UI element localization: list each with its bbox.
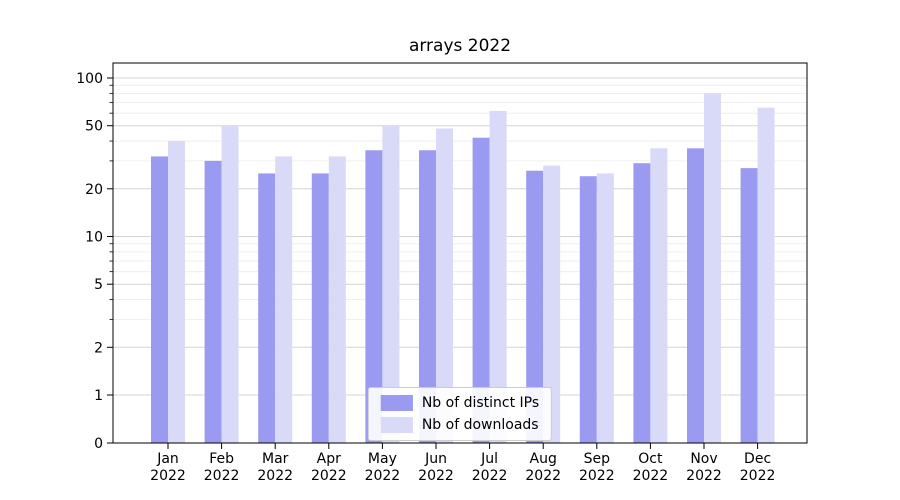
y-tick-label: 0 [94,436,103,452]
bar-downloads [596,173,614,443]
bar-distinct-ips [419,150,436,444]
chart-title: arrays 2022 [408,36,512,56]
x-tick-label-year: 2022 [525,468,561,484]
plot-border [112,62,808,444]
x-tick-label-year: 2022 [365,468,401,484]
y-axis-labels: 0 1 2 5 10 20 50 100 [76,71,103,452]
x-tick-label-month: Apr [317,451,341,467]
bar-downloads [328,156,346,444]
y-tick-label: 10 [85,230,103,246]
bar-distinct-ips [365,150,383,444]
x-tick-label-year: 2022 [472,468,508,484]
y-tick-label: 50 [85,119,103,135]
tick-marks [107,77,759,449]
x-tick-label-month: May [368,451,397,467]
x-tick-label-month: Sep [584,451,611,467]
x-tick-label-year: 2022 [740,468,776,484]
x-tick-label-month: Jun [424,451,447,467]
x-tick-label-month: Aug [530,451,557,467]
x-tick-label-year: 2022 [204,468,240,484]
x-tick-label-month: Oct [638,451,663,467]
bar-distinct-ips [258,173,276,443]
legend-swatch-downloads [380,417,413,433]
y-tick-label: 2 [94,340,103,356]
bar-downloads [221,125,239,443]
legend-entry-distinct-ips: Nb of distinct IPs [380,395,540,411]
bar-downloads [382,125,400,443]
x-tick-label-month: Mar [262,451,289,467]
legend-swatch-distinct-ips [380,395,413,411]
legend-label-distinct-ips: Nb of distinct IPs [421,395,540,411]
plot-border-rect [112,62,808,444]
bar-downloads [489,110,507,443]
x-tick-label-year: 2022 [257,468,293,484]
bar-distinct-ips [526,170,544,443]
y-tick-label: 20 [85,182,103,198]
x-tick-label-month: Jul [480,451,498,467]
bar-distinct-ips [579,176,597,443]
bar-distinct-ips [151,156,168,444]
legend-entry-downloads: Nb of downloads [380,417,539,433]
bar-distinct-ips [633,163,651,444]
bar-downloads [757,107,775,444]
bar-distinct-ips [311,173,329,443]
x-axis-labels: Jan2022Feb2022Mar2022Apr2022May2022Jun20… [150,451,775,484]
x-tick-label-year: 2022 [579,468,615,484]
x-tick-label-month: Dec [744,451,771,467]
legend-label-downloads: Nb of downloads [421,417,539,433]
x-tick-label-year: 2022 [418,468,454,484]
bar-downloads [650,148,668,443]
x-tick-label-year: 2022 [633,468,669,484]
legend: Nb of distinct IPs Nb of downloads [367,387,553,441]
bar-downloads [543,165,561,443]
y-tick-label: 5 [94,277,103,293]
bar-downloads [275,156,293,444]
x-tick-label-year: 2022 [150,468,186,484]
bar-distinct-ips [204,160,222,443]
x-tick-label-month: Feb [209,451,234,467]
y-tick-label: 1 [94,388,103,404]
x-tick-label-month: Jan [156,451,179,467]
bar-distinct-ips [472,137,490,444]
y-tick-label: 100 [76,71,103,87]
bar-downloads [168,141,185,443]
bars [151,93,775,444]
bar-distinct-ips [687,148,704,443]
x-tick-label-year: 2022 [311,468,347,484]
bar-downloads [436,128,453,444]
x-tick-label-year: 2022 [686,468,722,484]
bar-downloads [704,93,721,444]
bar-distinct-ips [740,168,758,443]
x-tick-label-month: Nov [690,451,717,467]
